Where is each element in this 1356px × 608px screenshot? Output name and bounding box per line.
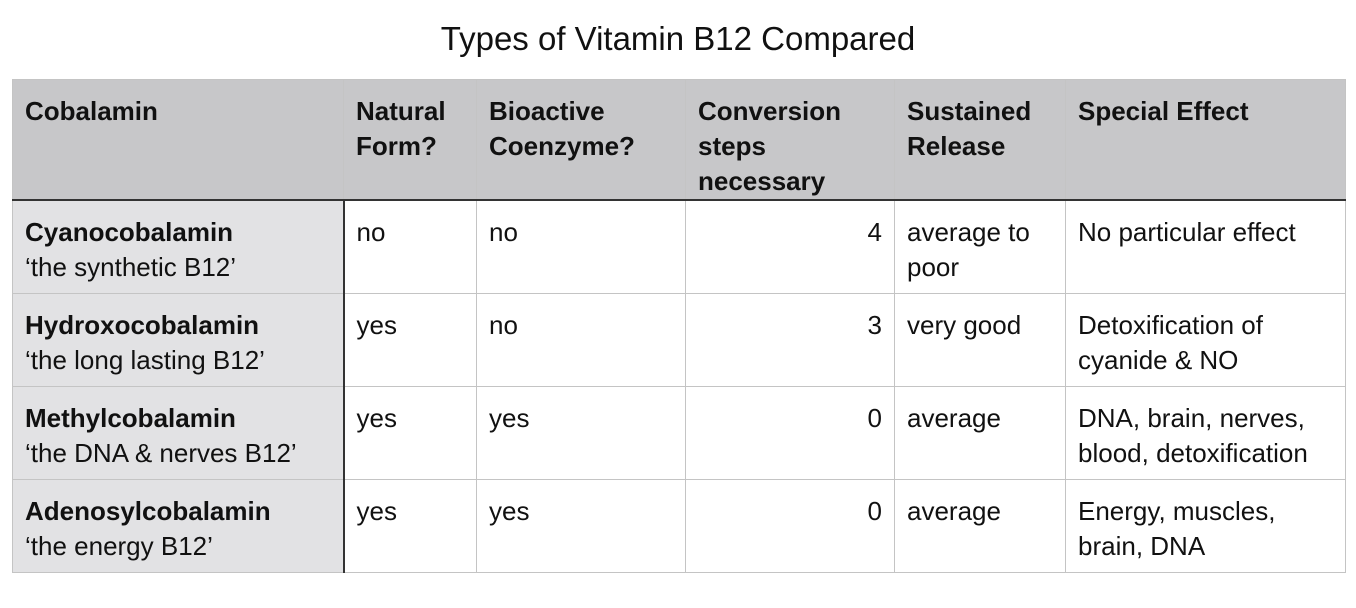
page-title: Types of Vitamin B12 Compared [440,20,916,57]
cobalamin-nickname: ‘the synthetic B12’ [25,252,237,282]
header-natural-form: Natural Form? [343,79,477,201]
conversion-steps-cell: 0 [685,478,895,573]
bioactive-cell: no [476,199,686,294]
special-effect-cell: DNA, brain, nerves, blood, detoxificatio… [1065,385,1346,480]
header-special-effect: Special Effect [1065,79,1346,201]
sustained-release-cell: average to poor [894,199,1066,294]
natural-form-cell: yes [343,478,477,573]
natural-form-cell: yes [343,385,477,480]
header-sustained-release: Sustained Release [894,79,1066,201]
cobalamin-cell: Cyanocobalamin ‘the synthetic B12’ [12,199,345,294]
cobalamin-cell: Adenosylcobalamin ‘the energy B12’ [12,478,345,573]
table-row: Hydroxocobalamin ‘the long lasting B12’ … [12,292,1346,387]
sustained-release-cell: very good [894,292,1066,387]
cobalamin-name: Adenosylcobalamin [25,495,271,526]
cobalamin-name: Hydroxocobalamin [25,309,260,340]
table-row: Adenosylcobalamin ‘the energy B12’ yes y… [12,478,1346,573]
table-row: Methylcobalamin ‘the DNA & nerves B12’ y… [12,385,1346,480]
header-conversion-steps: Conversion steps necessary [685,79,895,201]
cobalamin-nickname: ‘the long lasting B12’ [25,344,265,375]
bioactive-cell: no [476,292,686,387]
sustained-release-cell: average [894,478,1066,573]
special-effect-cell: Energy, muscles, brain, DNA [1065,478,1346,573]
cobalamin-nickname: ‘the DNA & nerves B12’ [25,437,297,468]
cobalamin-name: Cyanocobalamin [25,217,234,247]
table-row: Cyanocobalamin ‘the synthetic B12’ no no… [12,199,1346,294]
conversion-steps-cell: 0 [685,385,895,480]
comparison-table: Cobalamin Natural Form? Bioactive Coenzy… [12,79,1346,573]
header-bioactive-coenzyme: Bioactive Coenzyme? [476,79,686,201]
cobalamin-cell: Methylcobalamin ‘the DNA & nerves B12’ [12,385,345,480]
natural-form-cell: no [343,199,477,294]
cobalamin-nickname: ‘the energy B12’ [25,530,213,561]
special-effect-cell: No particular effect [1065,199,1346,294]
sustained-release-cell: average [894,385,1066,480]
conversion-steps-cell: 3 [685,292,895,387]
special-effect-cell: Detoxification of cyanide & NO [1065,292,1346,387]
natural-form-cell: yes [343,292,477,387]
bioactive-cell: yes [476,478,686,573]
cobalamin-cell: Hydroxocobalamin ‘the long lasting B12’ [12,292,345,387]
table-header-row: Cobalamin Natural Form? Bioactive Coenzy… [12,79,1346,201]
cobalamin-name: Methylcobalamin [25,402,236,433]
bioactive-cell: yes [476,385,686,480]
header-cobalamin: Cobalamin [12,79,344,201]
conversion-steps-cell: 4 [685,199,895,294]
